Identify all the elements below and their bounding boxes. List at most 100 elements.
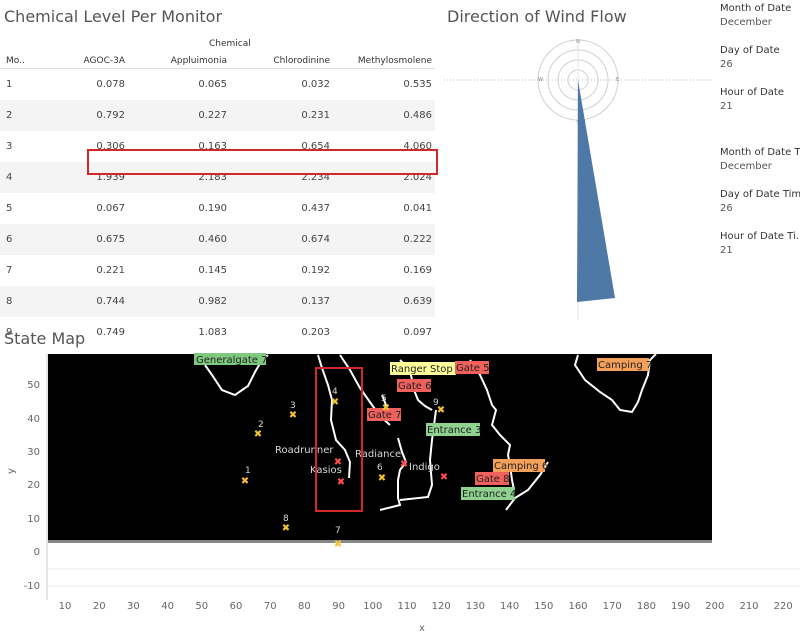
monitor-label-9: 9	[433, 398, 439, 408]
cell-appluimonia: 0.460	[198, 234, 227, 245]
monitor-marker-1[interactable]: ✖	[241, 476, 249, 487]
x-tick: 210	[739, 601, 758, 612]
filter-day-label: Day of Date	[720, 45, 780, 56]
state-map[interactable]: y 50 40 30 20 10 0 -10 10 20 30 40 50 60 70 80 9…	[0, 350, 800, 637]
cell-methylosmolene: 0.041	[403, 203, 432, 214]
x-tick: 50	[195, 601, 208, 612]
filter-month-value: December	[720, 17, 772, 28]
cell-agoc: 0.078	[96, 79, 125, 90]
wind-title: Direction of Wind Flow	[447, 7, 627, 26]
cell-chlorodinine: 2.234	[301, 172, 330, 183]
monitor-marker-7[interactable]: ✖	[334, 539, 342, 550]
table-row[interactable]: 9 0.749 1.083 0.203 0.097	[0, 317, 435, 348]
cell-methylosmolene: 4.060	[403, 141, 432, 152]
filter-month-time-value: December	[720, 161, 772, 172]
x-tick: 80	[298, 601, 311, 612]
filter-day-time-label: Day of Date Time	[720, 189, 800, 200]
table-row[interactable]: 1 0.078 0.065 0.032 0.535	[0, 69, 435, 100]
place-gate6-bg	[397, 379, 431, 392]
y-tick-neg10: -10	[24, 581, 40, 592]
filter-day-time-value: 26	[720, 203, 733, 214]
monitor-marker-9[interactable]: ✖	[437, 405, 445, 416]
place-entrance4: Entrance 4	[462, 489, 516, 500]
filter-month[interactable]: Month of Date December	[720, 3, 791, 28]
x-tick: 20	[93, 601, 106, 612]
place-camping7: Camping 7	[598, 360, 652, 371]
table-row[interactable]: 2 0.792 0.227 0.231 0.486	[0, 100, 435, 131]
filter-day[interactable]: Day of Date 26	[720, 45, 780, 70]
x-tick: 60	[230, 601, 243, 612]
x-tick: 130	[466, 601, 485, 612]
x-tick: 190	[671, 601, 690, 612]
cell-agoc: 1.939	[96, 172, 125, 183]
filter-day-time[interactable]: Day of Date Time 26	[720, 189, 800, 214]
cell-agoc: 0.792	[96, 110, 125, 121]
filter-hour[interactable]: Hour of Date 21	[720, 87, 784, 112]
filter-hour-label: Hour of Date	[720, 87, 784, 98]
cell-monitor: 6	[6, 234, 13, 245]
filter-month-time-label: Month of Date T..	[720, 147, 800, 158]
table-row[interactable]: 3 0.306 0.163 0.654 4.060	[0, 131, 435, 162]
table-row[interactable]: 6 0.675 0.460 0.674 0.222	[0, 224, 435, 255]
monitor-label-5: 5	[381, 394, 387, 404]
cell-monitor: 7	[6, 265, 13, 276]
factory-radiance: Radiance	[355, 449, 401, 460]
filter-hour-time[interactable]: Hour of Date Ti.. 21	[720, 231, 800, 256]
monitor-markers: ✖ ✖ ✖ ✖ ✖ ✖ ✖ ✖ ✖	[241, 397, 445, 550]
place-gate5-bg	[455, 361, 489, 374]
cell-agoc: 0.744	[96, 296, 125, 307]
x-tick: 140	[500, 601, 519, 612]
monitor-marker-6[interactable]: ✖	[378, 473, 386, 484]
compass-n: N	[576, 39, 580, 45]
cell-appluimonia: 0.190	[198, 203, 227, 214]
cell-appluimonia: 0.145	[198, 265, 227, 276]
monitor-marker-2[interactable]: ✖	[254, 429, 262, 440]
factory-labels: Roadrunner Kasios Radiance Indigo	[275, 445, 440, 476]
factory-roadrunner: Roadrunner	[275, 445, 334, 456]
monitor-labels: 1 2 3 4 5 6 7 8 9	[245, 387, 439, 536]
filter-month-time[interactable]: Month of Date T.. December	[720, 147, 800, 172]
x-tick: 100	[363, 601, 382, 612]
y-tick-30: 30	[27, 447, 40, 458]
map-highlight-box	[315, 367, 363, 512]
x-tick: 150	[534, 601, 553, 612]
y-axis-label: y	[6, 468, 17, 474]
x-tick: 170	[603, 601, 622, 612]
factory-marker-radiance: ✖	[400, 459, 408, 470]
table-body: 1 0.078 0.065 0.032 0.535 2 0.792 0.227 0.231 0.4…	[0, 66, 435, 338]
y-tick-40: 40	[27, 414, 40, 425]
col-header-methylosmolene[interactable]: Methylosmolene	[357, 56, 432, 66]
cell-monitor: 9	[6, 327, 13, 338]
col-header-monitor[interactable]: Mo..	[6, 56, 25, 66]
cell-appluimonia: 0.163	[198, 141, 227, 152]
y-tick-0: 0	[34, 547, 40, 558]
table-row[interactable]: 7 0.221 0.145 0.192 0.169	[0, 255, 435, 286]
compass-e: E	[616, 77, 619, 83]
cell-chlorodinine: 0.203	[301, 327, 330, 338]
col-header-agoc[interactable]: AGOC-3A	[83, 56, 125, 66]
x-tick: 220	[774, 601, 793, 612]
col-header-chlorodinine[interactable]: Chlorodinine	[273, 56, 330, 66]
monitor-label-3: 3	[290, 401, 296, 411]
x-axis-label: x	[419, 623, 425, 634]
cell-appluimonia: 0.065	[198, 79, 227, 90]
table-row[interactable]: 8 0.744 0.982 0.137 0.639	[0, 286, 435, 317]
factory-marker-roadrunner: ✖	[334, 457, 342, 468]
monitor-marker-5[interactable]: ✖	[382, 403, 390, 414]
cell-monitor: 8	[6, 296, 13, 307]
table-row[interactable]: 5 0.067 0.190 0.437 0.041	[0, 193, 435, 224]
x-tick: 40	[161, 601, 174, 612]
col-header-appluimonia[interactable]: Appluimonia	[170, 56, 227, 66]
wind-direction-wedge[interactable]	[577, 80, 615, 302]
x-tick: 30	[127, 601, 140, 612]
monitor-label-4: 4	[332, 387, 338, 397]
monitor-marker-4[interactable]: ✖	[331, 397, 339, 408]
table-row[interactable]: 4 1.939 2.183 2.234 2.024	[0, 162, 435, 193]
monitor-marker-8[interactable]: ✖	[282, 523, 290, 534]
monitor-marker-3[interactable]: ✖	[289, 410, 297, 421]
y-tick-20: 20	[27, 480, 40, 491]
cell-monitor: 1	[6, 79, 13, 90]
y-tick-50: 50	[27, 380, 40, 391]
x-tick: 70	[264, 601, 277, 612]
x-axis-ticks: 10 20 30 40 50 60 70 80 90 100 110 120 130 140 150 160 1…	[59, 601, 793, 612]
